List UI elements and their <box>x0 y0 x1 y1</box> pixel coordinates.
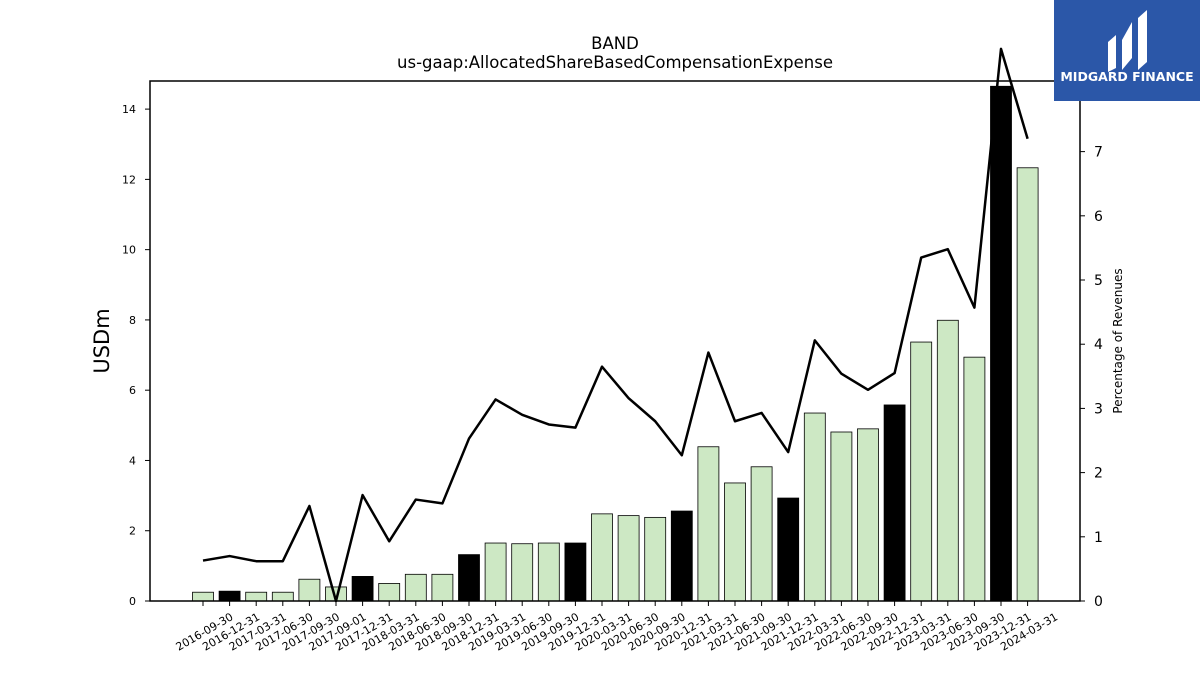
bar-2021-12-31 <box>777 497 800 602</box>
y2-tick-label: 0 <box>1094 594 1103 610</box>
y2-tick-label: 6 <box>1094 209 1103 225</box>
bar-2022-03-31 <box>803 412 826 602</box>
bar-2018-06-30 <box>404 573 427 602</box>
bar-2020-09-30 <box>644 516 667 602</box>
y-tick-label: 6 <box>129 384 136 397</box>
chart-title: BAND <box>591 34 639 53</box>
bar-2017-09-30 <box>298 578 321 602</box>
bar-2016-09-30 <box>192 591 214 602</box>
bar-2017-06-30 <box>271 591 294 602</box>
bar-2016-12-31 <box>218 590 241 602</box>
logo-mark-icon <box>1108 35 1116 72</box>
bar-2022-09-30 <box>857 428 879 602</box>
y2-tick-label: 7 <box>1094 145 1103 161</box>
y-tick-label: 4 <box>129 454 136 467</box>
y-axis-label: USDm <box>90 308 114 373</box>
logo-text: MIDGARD FINANCE <box>1060 69 1193 84</box>
bar-2020-03-31 <box>591 513 613 602</box>
y-tick-label: 2 <box>129 525 136 538</box>
y2-tick-label: 1 <box>1094 530 1103 546</box>
bar-2021-09-30 <box>750 466 773 602</box>
y2-tick-label: 3 <box>1094 401 1103 417</box>
y-tick-label: 12 <box>122 173 136 186</box>
bar-2023-06-30 <box>936 319 959 602</box>
bar-group <box>192 85 1039 602</box>
y-tick-label: 10 <box>122 244 136 257</box>
percentage-of-revenues-line <box>202 47 1029 603</box>
bar-2022-06-30 <box>830 431 853 602</box>
bar-2022-12-31 <box>883 404 906 602</box>
logo-mark-icon-right <box>1138 10 1147 70</box>
logo-mark-icon-middle <box>1122 22 1132 70</box>
y-tick-label: 14 <box>122 103 136 116</box>
bar-2023-03-31 <box>910 341 933 602</box>
bar-2021-03-31 <box>697 446 720 602</box>
bar-2019-09-30 <box>537 542 560 602</box>
bar-2017-03-31 <box>245 591 268 602</box>
bar-2018-03-31 <box>378 583 401 602</box>
y2-tick-label: 5 <box>1094 273 1103 289</box>
bar-2024-03-31 <box>1016 167 1039 602</box>
plot-frame <box>149 80 1081 602</box>
y-tick-label: 0 <box>129 595 136 608</box>
bar-2023-12-31 <box>990 85 1012 602</box>
bar-2017-12-31 <box>351 576 374 602</box>
bar-2023-09-30 <box>963 356 986 602</box>
y2-tick-label: 2 <box>1094 466 1103 482</box>
bar-2019-06-30 <box>511 543 534 602</box>
bar-2019-03-31 <box>484 542 507 602</box>
bar-2020-06-30 <box>617 515 640 602</box>
bar-2021-06-30 <box>724 482 746 602</box>
chart-subtitle: us-gaap:AllocatedShareBasedCompensationE… <box>397 53 833 72</box>
y-tick-label: 8 <box>129 314 136 327</box>
y2-tick-label: 4 <box>1094 337 1103 353</box>
bar-2018-12-31 <box>458 554 480 602</box>
logo: MIDGARD FINANCE <box>1054 0 1200 101</box>
bar-2018-09-30 <box>431 573 454 602</box>
y2-axis-label: Percentage of Revenues <box>1111 268 1125 413</box>
bar-2019-12-31 <box>564 542 587 602</box>
y-axis-ticks: 0 2 4 6 8 10 12 14 <box>122 103 150 608</box>
bar-2020-12-31 <box>670 510 693 602</box>
